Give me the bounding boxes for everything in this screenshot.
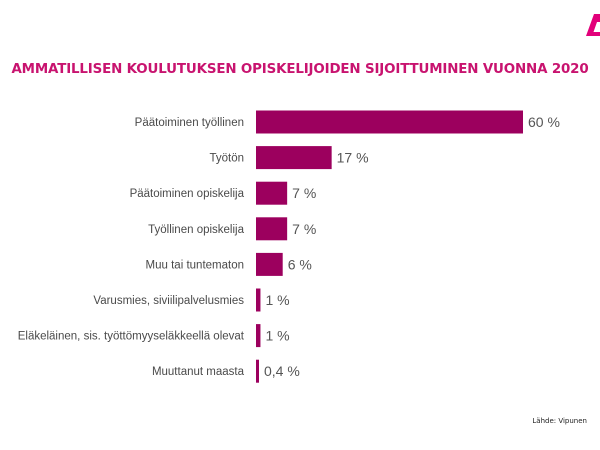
brand-logo-icon: [586, 12, 600, 40]
bar-chart: Päätoiminen työllinen Työtön Päätoiminen o…: [18, 110, 560, 383]
bar-4: [256, 252, 283, 276]
bars-group: [256, 110, 523, 383]
bar-0: [256, 110, 523, 134]
category-label-0: Päätoiminen työllinen: [135, 117, 244, 129]
bar-6: [256, 324, 261, 348]
bar-2: [256, 181, 288, 205]
value-label-7: 0,4 %: [264, 363, 300, 379]
bar-7: [256, 359, 259, 383]
category-labels-group: Päätoiminen työllinen Työtön Päätoiminen o…: [18, 117, 245, 378]
category-label-6: Eläkeläinen, sis. työttömyyseläkkeellä o…: [18, 331, 245, 343]
value-label-1: 17 %: [337, 150, 369, 166]
value-label-0: 60 %: [528, 114, 560, 130]
brand-logo-shape: [586, 14, 600, 36]
category-label-1: Työtön: [209, 153, 244, 165]
bar-1: [256, 146, 332, 170]
value-label-3: 7 %: [292, 221, 316, 237]
value-label-5: 1 %: [265, 292, 289, 308]
value-label-4: 6 %: [288, 256, 312, 272]
bar-5: [256, 288, 261, 312]
chart-title: AMMATILLISEN KOULUTUKSEN OPISKELIJOIDEN …: [11, 62, 589, 77]
value-labels-group: 60 % 17 % 7 % 7 % 6 % 1 % 1 % 0,4 %: [264, 114, 560, 379]
value-label-2: 7 %: [292, 185, 316, 201]
category-label-7: Muuttanut maasta: [152, 366, 245, 378]
category-label-3: Työllinen opiskelija: [148, 224, 244, 236]
source-note: Lähde: Vipunen: [532, 417, 587, 425]
category-label-5: Varusmies, siviilipalvelusmies: [93, 295, 244, 307]
category-label-2: Päätoiminen opiskelija: [130, 188, 245, 200]
bar-3: [256, 217, 288, 241]
value-label-6: 1 %: [265, 328, 289, 344]
category-label-4: Muu tai tuntematon: [146, 259, 244, 271]
